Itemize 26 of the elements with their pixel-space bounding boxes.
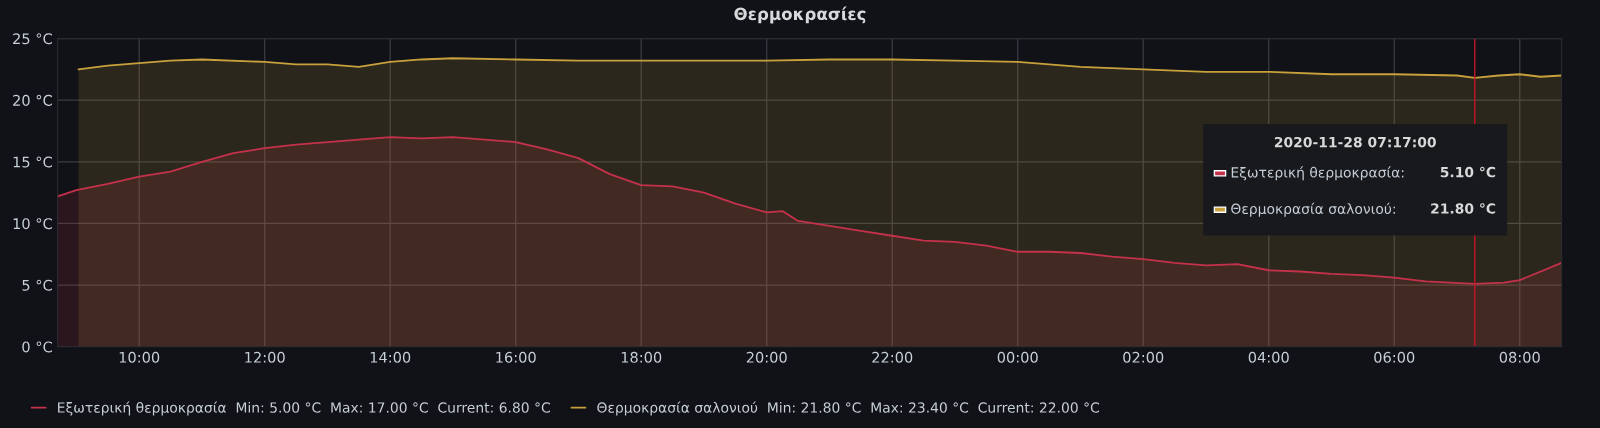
x-tick-label: 16:00 [496, 351, 536, 363]
x-tick-label: 08:00 [1499, 351, 1540, 363]
annotation: 21.80 °C [1431, 203, 1496, 214]
legend-label: Εξωτερική θερμοκρασία Min: 5.00 °C Max: 17.00 °C Current: 6.80 °C [58, 401, 550, 416]
chart-title: Θερμοκρασίες [734, 6, 866, 24]
annotation: 5.10 °C [1440, 166, 1496, 178]
x-tick-label: 14:00 [370, 351, 411, 363]
y-tick-label: 15 °C [13, 156, 52, 168]
annotation: Εξωτερική θερμοκρασία: [1231, 166, 1404, 181]
x-tick-label: 00:00 [997, 351, 1038, 363]
x-tick-label: 06:00 [1374, 351, 1415, 363]
x-tick-label: 18:00 [621, 351, 662, 363]
annotation: Θερμοκρασία σαλονιού: [1231, 202, 1395, 217]
y-tick-label: 5 °C [22, 279, 52, 291]
y-tick-label: 10 °C [13, 218, 52, 230]
legend-label: Θερμοκρασία σαλονιού Min: 21.80 °C Max: 23.40 °C Current: 22.00 °C [597, 401, 1099, 416]
x-tick-label: 22:00 [872, 351, 913, 363]
x-tick-label: 02:00 [1123, 351, 1164, 363]
y-tick-label: 0 °C [22, 341, 52, 353]
x-tick-label: 12:00 [245, 351, 285, 363]
annotation: 2020-11-28 07:17:00 [1274, 136, 1436, 148]
x-tick-label: 04:00 [1248, 351, 1289, 363]
x-tick-label: 10:00 [119, 351, 160, 363]
x-tick-label: 20:00 [746, 351, 787, 363]
y-tick-label: 25 °C [13, 33, 52, 45]
y-tick-label: 20 °C [13, 94, 52, 106]
